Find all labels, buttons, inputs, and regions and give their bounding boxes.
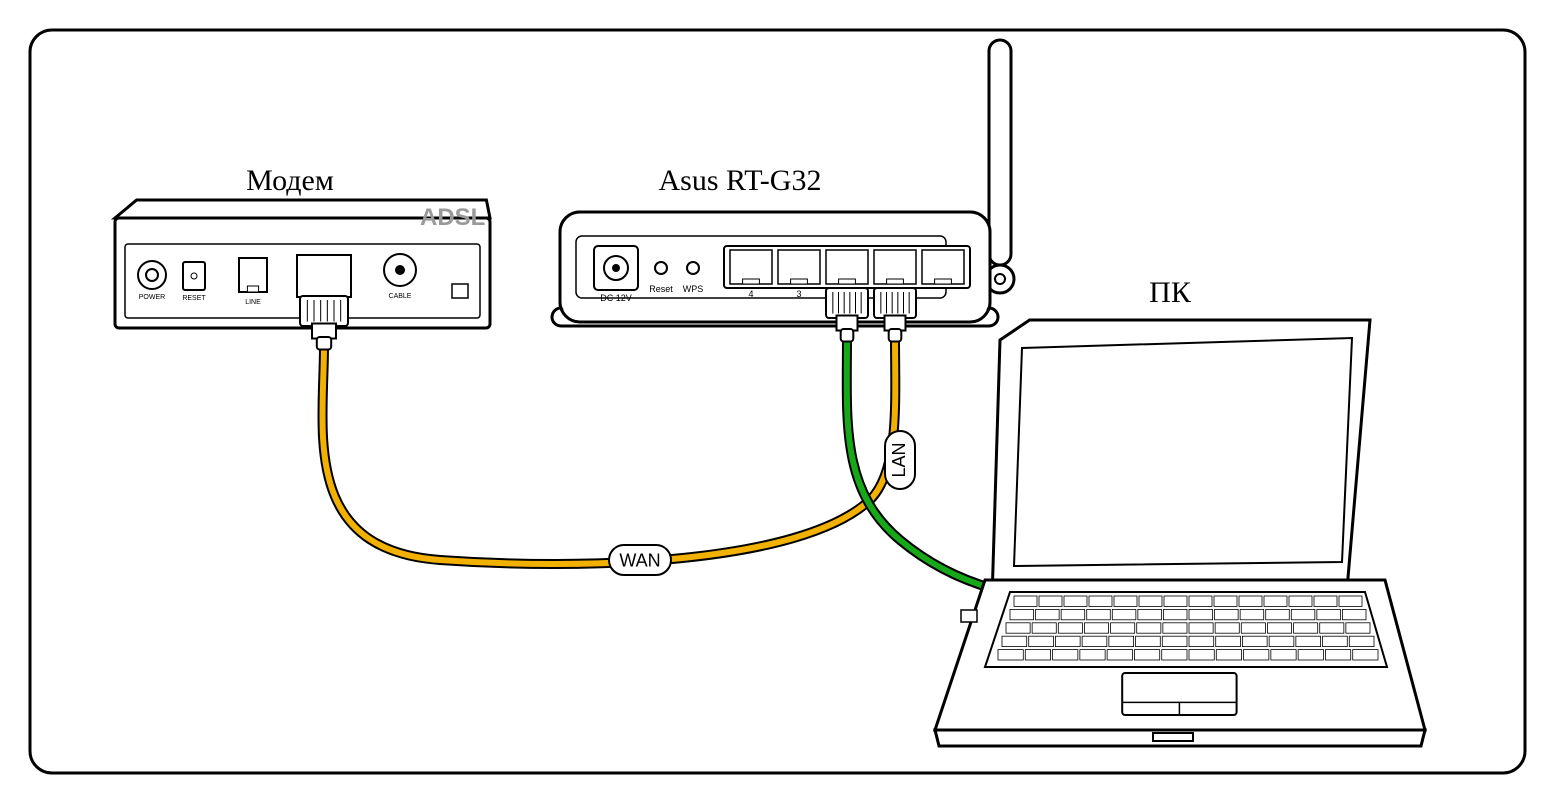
pc-label: ПК [1149, 276, 1192, 309]
svg-text:RESET: RESET [182, 295, 206, 302]
svg-text:POWER: POWER [139, 294, 165, 301]
svg-text:CABLE: CABLE [389, 293, 412, 300]
svg-text:WPS: WPS [683, 284, 704, 294]
svg-text:Reset: Reset [649, 284, 673, 294]
modem-adsl-badge: ADSL [420, 204, 485, 231]
lan-badge-label: LAN [889, 442, 909, 477]
svg-text:4: 4 [748, 289, 753, 299]
pc-device [935, 320, 1425, 746]
router-label: Asus RT-G32 [659, 164, 822, 197]
wan-badge-label: WAN [619, 550, 660, 570]
modem-label: Модем [246, 164, 334, 197]
svg-text:LINE: LINE [245, 299, 261, 306]
svg-text:3: 3 [796, 289, 801, 299]
svg-text:DC 12V: DC 12V [600, 293, 632, 303]
